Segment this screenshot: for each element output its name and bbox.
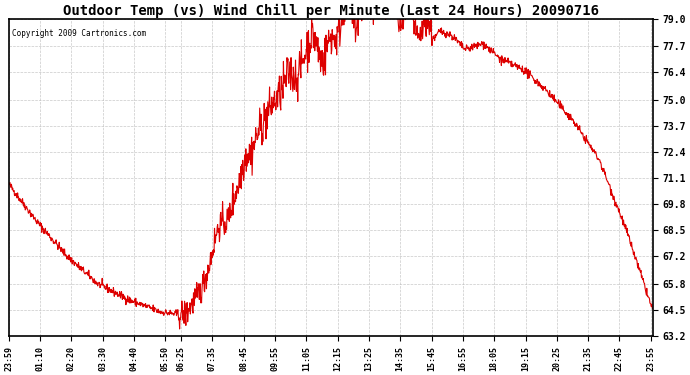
Title: Outdoor Temp (vs) Wind Chill per Minute (Last 24 Hours) 20090716: Outdoor Temp (vs) Wind Chill per Minute …	[63, 4, 599, 18]
Text: Copyright 2009 Cartronics.com: Copyright 2009 Cartronics.com	[12, 29, 146, 38]
